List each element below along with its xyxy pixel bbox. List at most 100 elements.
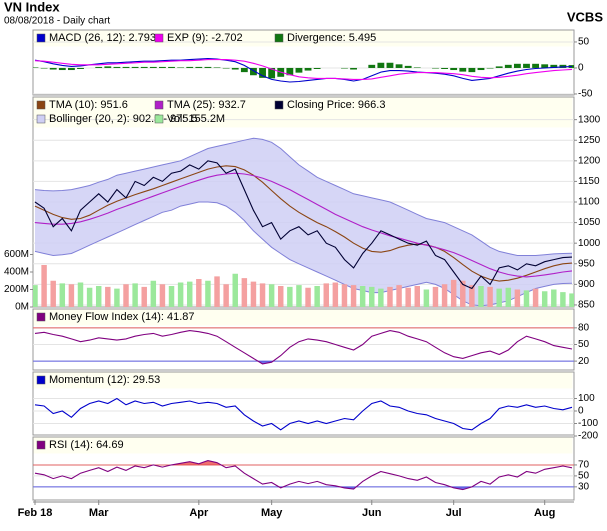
bar xyxy=(450,279,457,307)
bar xyxy=(168,286,175,307)
bar xyxy=(177,282,184,307)
bar xyxy=(332,282,339,307)
bar xyxy=(505,287,512,307)
bar xyxy=(67,67,75,71)
bar xyxy=(395,64,403,68)
bar xyxy=(432,286,439,307)
legend-background xyxy=(33,97,573,128)
legend-label: Vol: 155.2M xyxy=(167,113,225,125)
y-tick-label: 0 xyxy=(578,63,584,74)
bar xyxy=(204,66,212,68)
panel xyxy=(33,460,574,491)
y-tick-label: 850 xyxy=(578,300,595,311)
legend-swatch xyxy=(274,100,284,110)
y-tick-label: 100 xyxy=(578,393,595,404)
line xyxy=(34,397,573,431)
legend-label: Money Flow Index (14): 41.87 xyxy=(49,311,195,323)
legend-swatch xyxy=(154,114,164,124)
y2-tick-label: 400M xyxy=(4,267,29,278)
line xyxy=(34,460,573,491)
bar xyxy=(196,279,202,307)
bar xyxy=(95,66,103,68)
y2-tick-label: 600M xyxy=(4,249,29,260)
bar xyxy=(486,67,494,69)
y-tick-label: 900 xyxy=(578,279,595,290)
bar xyxy=(186,281,193,307)
bar xyxy=(341,284,348,307)
y-tick-label: 1150 xyxy=(578,176,600,187)
bar xyxy=(369,286,375,307)
bollinger-upper xyxy=(34,137,573,256)
legend-swatch xyxy=(274,33,284,43)
bar xyxy=(423,289,430,307)
bar xyxy=(296,285,302,307)
line xyxy=(34,160,573,290)
bar xyxy=(223,284,229,307)
bar xyxy=(33,67,39,68)
y-tick-label: -100 xyxy=(578,418,598,429)
x-tick-label: Jul xyxy=(446,507,462,519)
bar xyxy=(59,283,66,307)
y-tick-label: 50 xyxy=(578,339,590,350)
bar xyxy=(541,64,549,68)
x-tick-label: Jun xyxy=(362,507,382,519)
bar xyxy=(214,276,220,307)
y-tick-label: 1050 xyxy=(578,217,601,228)
legend-label: TMA (25): 932.7 xyxy=(167,99,246,111)
bar xyxy=(496,288,502,307)
bar xyxy=(387,286,393,307)
bar xyxy=(141,286,147,307)
bar xyxy=(477,67,485,71)
bar xyxy=(368,64,376,68)
bar xyxy=(41,265,47,307)
legend-swatch xyxy=(36,312,46,322)
bar xyxy=(250,281,257,307)
bar xyxy=(550,64,558,68)
y-tick-label: 1000 xyxy=(578,238,601,249)
legend-background xyxy=(33,372,573,389)
y2-tick-label: 200M xyxy=(4,284,29,295)
bar xyxy=(487,286,493,307)
bar xyxy=(241,278,248,307)
bar xyxy=(532,288,539,307)
bar xyxy=(259,283,266,307)
chart-title: VN Index xyxy=(4,0,60,14)
bar xyxy=(350,285,357,307)
bar xyxy=(250,67,257,76)
source: VCBS xyxy=(567,9,603,24)
bar xyxy=(186,66,194,68)
bar xyxy=(513,63,521,68)
panel xyxy=(33,41,574,95)
bar xyxy=(287,286,293,307)
bar xyxy=(413,67,421,68)
bar xyxy=(123,284,129,307)
bar xyxy=(213,67,221,68)
bar xyxy=(523,290,530,307)
bar xyxy=(377,62,385,68)
bar xyxy=(404,65,412,68)
bar xyxy=(495,66,503,68)
legend-swatch xyxy=(36,114,46,124)
bar xyxy=(58,67,66,71)
y-tick-label: 0 xyxy=(578,406,584,417)
bar xyxy=(268,67,276,79)
line xyxy=(34,172,573,278)
bar xyxy=(469,285,475,307)
chart-subtitle: 08/08/2018 - Daily chart xyxy=(4,16,110,27)
legend-swatch xyxy=(36,440,46,450)
y-tick-label: -50 xyxy=(578,89,593,100)
bar xyxy=(131,66,139,68)
y-tick-label: 1100 xyxy=(578,197,600,208)
y2-tick-label: 0M xyxy=(15,302,29,313)
line xyxy=(34,330,573,365)
legend-swatch xyxy=(36,375,46,385)
bar xyxy=(150,280,157,307)
bar xyxy=(532,63,540,68)
y-tick-label: 80 xyxy=(578,322,590,333)
bar xyxy=(113,66,121,68)
bar xyxy=(232,273,238,307)
bar xyxy=(49,67,57,70)
legend-swatch xyxy=(36,33,46,43)
bar xyxy=(104,66,112,68)
bar xyxy=(132,283,138,307)
